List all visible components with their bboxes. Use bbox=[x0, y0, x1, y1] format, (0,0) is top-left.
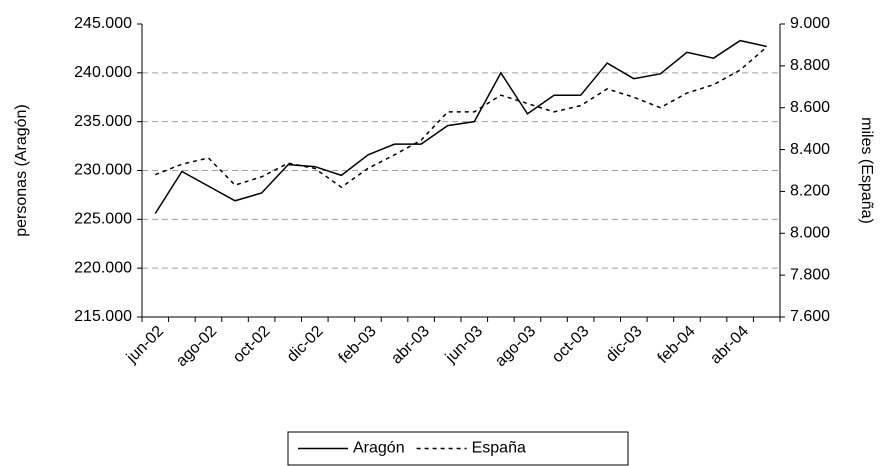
series-line bbox=[154, 39, 767, 214]
x-tick-label: abr-04 bbox=[707, 323, 752, 368]
y2-tick-label: 7.800 bbox=[790, 266, 830, 283]
y-tick-label: 245.000 bbox=[74, 15, 132, 32]
x-tick-label: jun-03 bbox=[442, 323, 486, 367]
x-tick-label: dic-03 bbox=[603, 323, 646, 366]
x-tick-label: abr-03 bbox=[388, 323, 433, 368]
x-tick-label: oct-02 bbox=[230, 323, 274, 367]
series-line bbox=[155, 46, 768, 189]
y-axis-title: personas (Aragón) bbox=[13, 104, 30, 237]
x-tick-label: ago-03 bbox=[492, 323, 539, 370]
y2-axis-title: miles (España) bbox=[858, 117, 875, 224]
y-tick-label: 235.000 bbox=[74, 113, 132, 130]
legend-label: España bbox=[472, 440, 526, 457]
y2-tick-label: 8.000 bbox=[790, 225, 830, 242]
x-tick-label: oct-03 bbox=[549, 323, 593, 367]
y2-tick-label: 8.800 bbox=[790, 57, 830, 74]
y2-tick-label: 8.600 bbox=[790, 99, 830, 116]
x-tick-label: ago-02 bbox=[173, 323, 220, 370]
x-tick-label: jun-02 bbox=[123, 323, 167, 367]
y2-tick-label: 9.000 bbox=[790, 15, 830, 32]
legend-label: Aragón bbox=[353, 440, 405, 457]
x-tick-label: feb-03 bbox=[336, 323, 380, 367]
x-tick-label: feb-04 bbox=[655, 323, 699, 367]
y-tick-label: 220.000 bbox=[74, 259, 132, 276]
y2-tick-label: 8.200 bbox=[790, 183, 830, 200]
y-tick-label: 225.000 bbox=[74, 211, 132, 228]
y-tick-label: 215.000 bbox=[74, 308, 132, 325]
y2-tick-label: 8.400 bbox=[790, 141, 830, 158]
y2-tick-label: 7.600 bbox=[790, 308, 830, 325]
y-tick-label: 240.000 bbox=[74, 64, 132, 81]
y-tick-label: 230.000 bbox=[74, 162, 132, 179]
x-tick-label: dic-02 bbox=[284, 323, 327, 366]
